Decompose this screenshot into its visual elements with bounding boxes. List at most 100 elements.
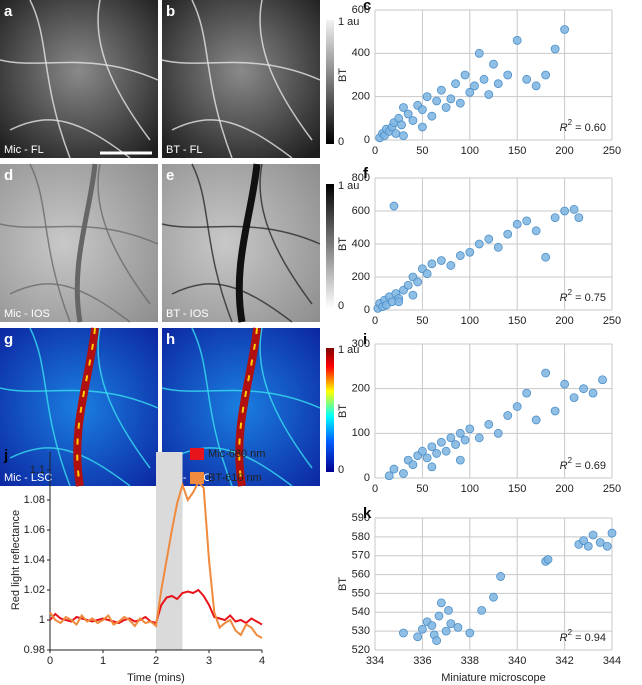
point xyxy=(399,131,408,141)
image-panel: g Mic - LSC xyxy=(0,327,159,487)
vessel xyxy=(191,327,233,487)
y-tick-label: 1 xyxy=(39,614,45,626)
annotation-var: R xyxy=(560,632,568,644)
point xyxy=(403,280,413,290)
point xyxy=(436,437,446,447)
image-label: Mic - FL xyxy=(4,144,44,156)
point xyxy=(403,109,413,119)
image-label: BT - FL xyxy=(166,144,202,156)
point xyxy=(417,624,427,634)
main-vessel xyxy=(235,163,261,323)
image xyxy=(0,0,158,158)
panel-letter: g xyxy=(4,331,13,348)
panel-letter: k xyxy=(363,505,372,522)
image-label: BT - IOS xyxy=(166,308,209,320)
point xyxy=(394,297,404,307)
point xyxy=(446,94,456,104)
point xyxy=(399,628,408,638)
point xyxy=(455,98,465,108)
vessel xyxy=(97,0,151,141)
colorbar-bottom-label: 0 xyxy=(338,300,344,312)
point xyxy=(588,530,598,540)
point xyxy=(579,536,588,546)
x-tick-label: 50 xyxy=(416,483,428,495)
panel-letter: a xyxy=(4,3,13,20)
y-axis-label: BT xyxy=(337,68,349,82)
point xyxy=(465,424,475,434)
x-tick-label: 200 xyxy=(555,315,573,327)
point xyxy=(574,213,584,223)
point xyxy=(569,204,579,214)
point xyxy=(477,606,487,615)
point xyxy=(598,375,607,385)
point xyxy=(436,85,446,95)
point xyxy=(541,368,551,378)
vessel xyxy=(29,0,71,159)
legend-label: BT-610 nm xyxy=(208,472,262,484)
point xyxy=(451,440,460,449)
y-tick-label: 100 xyxy=(352,427,370,439)
annotation: R2 = 0.60 xyxy=(560,118,606,134)
point xyxy=(484,419,494,429)
point xyxy=(422,269,432,279)
point xyxy=(397,120,406,130)
vessel xyxy=(9,119,131,159)
y-tick-label: 0 xyxy=(364,472,370,484)
colorbar xyxy=(326,348,334,472)
x-tick-label: 50 xyxy=(416,315,428,327)
point xyxy=(512,219,522,229)
point xyxy=(432,449,442,458)
legend-swatch xyxy=(190,448,204,460)
point xyxy=(399,469,408,478)
point xyxy=(436,256,446,265)
vessel xyxy=(29,327,71,487)
point xyxy=(541,252,551,262)
point xyxy=(579,384,588,394)
vessel xyxy=(161,59,321,81)
x-tick-label: 250 xyxy=(603,483,621,495)
point xyxy=(446,261,456,270)
point xyxy=(436,598,446,608)
image-label: Mic - LSC xyxy=(4,472,52,484)
y-tick-label: 200 xyxy=(352,383,370,395)
point xyxy=(503,411,513,420)
point xyxy=(503,229,513,239)
panel-letter: e xyxy=(166,167,174,184)
point xyxy=(484,90,494,99)
x-tick-label: 250 xyxy=(603,145,621,157)
x-tick-label: 50 xyxy=(416,145,428,157)
colorbar-top-label: 1 au xyxy=(338,16,359,28)
panel-letter: h xyxy=(166,331,175,348)
point xyxy=(503,70,513,80)
y-tick-label: 550 xyxy=(352,587,370,599)
point xyxy=(432,96,442,106)
image-panel: e BT - IOS xyxy=(161,163,321,323)
point xyxy=(441,626,451,636)
x-tick-label: 336 xyxy=(413,655,431,667)
point xyxy=(441,103,451,112)
point xyxy=(522,388,532,398)
y-tick-label: 1.06 xyxy=(24,524,45,536)
panel-letter: d xyxy=(4,167,13,184)
image-label: Mic - IOS xyxy=(4,308,50,320)
x-tick-label: 100 xyxy=(461,145,479,157)
y-tick-label: 580 xyxy=(352,531,370,543)
point xyxy=(541,70,551,80)
colorbar-bottom-label: 0 xyxy=(338,464,344,476)
point xyxy=(446,433,456,443)
x-tick-label: 0 xyxy=(372,483,378,495)
image xyxy=(162,0,320,158)
panel-letter: f xyxy=(363,165,369,182)
point xyxy=(560,379,569,389)
point xyxy=(493,79,503,89)
point xyxy=(427,259,437,269)
colorbar-top-label: 1 au xyxy=(338,180,359,192)
vessel xyxy=(0,59,159,81)
vessel xyxy=(171,119,293,159)
annotation-var: R xyxy=(560,122,568,134)
point xyxy=(489,592,498,602)
point xyxy=(489,59,498,69)
y-tick-label: 600 xyxy=(352,4,370,16)
y-tick-label: 1.08 xyxy=(24,494,45,506)
y-tick-label: 1.04 xyxy=(24,554,45,566)
